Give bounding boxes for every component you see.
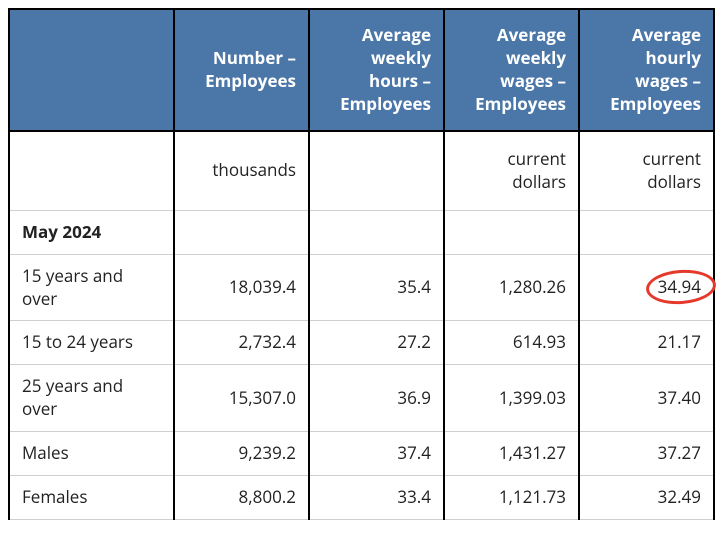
table-row: Males9,239.237.41,431.2737.27 [9, 432, 714, 476]
section-label: May 2024 [9, 210, 174, 254]
col-header: Number – Employees [174, 9, 309, 131]
row-label: 15 years and over [9, 254, 174, 321]
data-cell: 35.4 [309, 254, 444, 321]
data-cell: 32.49 [579, 476, 714, 520]
row-label: Males [9, 432, 174, 476]
table-row: 15 years and over18,039.435.41,280.26 34.… [9, 254, 714, 321]
data-cell: 1,121.73 [444, 476, 579, 520]
empty-cell [309, 210, 444, 254]
table-row: 25 years and over15,307.036.91,399.0337.… [9, 365, 714, 432]
unit-cell: current dollars [579, 131, 714, 210]
data-cell: 37.4 [309, 432, 444, 476]
data-cell: 8,800.2 [174, 476, 309, 520]
col-header: Average weekly wages – Employees [444, 9, 579, 131]
empty-cell [174, 210, 309, 254]
table-header-row: Number – EmployeesAverage weekly hours –… [9, 9, 714, 131]
unit-cell: thousands [174, 131, 309, 210]
data-cell: 15,307.0 [174, 365, 309, 432]
data-cell: 33.4 [309, 476, 444, 520]
empty-cell [579, 210, 714, 254]
data-cell: 9,239.2 [174, 432, 309, 476]
col-header: Average hourly wages – Employees [579, 9, 714, 131]
data-cell: 36.9 [309, 365, 444, 432]
data-cell: 37.27 [579, 432, 714, 476]
unit-cell [309, 131, 444, 210]
table-row: 15 to 24 years2,732.427.2614.9321.17 [9, 321, 714, 365]
employee-stats-table: Number – EmployeesAverage weekly hours –… [8, 8, 715, 520]
col-header-rowlabel [9, 9, 174, 131]
units-row: thousands current dollarscurrent dollars [9, 131, 714, 210]
data-cell: 614.93 [444, 321, 579, 365]
col-header: Average weekly hours – Employees [309, 9, 444, 131]
unit-cell [9, 131, 174, 210]
empty-cell [444, 210, 579, 254]
table-row: Females8,800.233.41,121.7332.49 [9, 476, 714, 520]
data-cell: 1,280.26 [444, 254, 579, 321]
data-cell: 34.94 [579, 254, 714, 321]
unit-cell: current dollars [444, 131, 579, 210]
data-cell: 27.2 [309, 321, 444, 365]
row-label: 25 years and over [9, 365, 174, 432]
section-row: May 2024 [9, 210, 714, 254]
data-cell: 18,039.4 [174, 254, 309, 321]
highlighted-value: 34.94 [658, 275, 701, 298]
row-label: Females [9, 476, 174, 520]
data-cell: 2,732.4 [174, 321, 309, 365]
data-cell: 1,399.03 [444, 365, 579, 432]
data-cell: 1,431.27 [444, 432, 579, 476]
data-cell: 37.40 [579, 365, 714, 432]
row-label: 15 to 24 years [9, 321, 174, 365]
data-cell: 21.17 [579, 321, 714, 365]
